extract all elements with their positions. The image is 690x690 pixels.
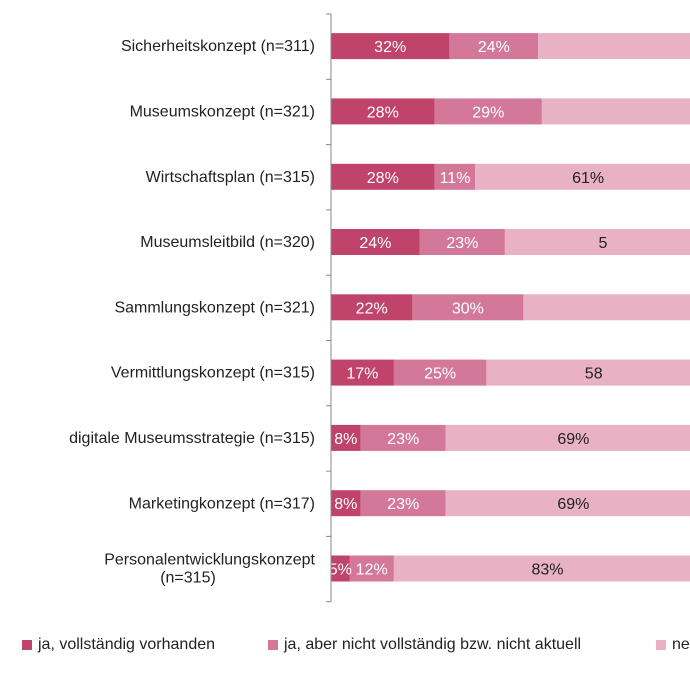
bar-segment-series-3 (486, 359, 690, 386)
legend-swatch-partial (268, 640, 278, 650)
category-label: Museumskonzept (n=321) (130, 103, 315, 120)
legend-item-full: ja, vollständig vorhanden (22, 630, 215, 660)
data-label: 58 (585, 366, 603, 383)
bar-value-labels: 32% 24% 28% 29% 28% 11% 61% 24% 23% 5 22% 30% 17% 25%… (329, 39, 608, 578)
legend-label-no: ne (672, 636, 690, 653)
bar-segment-series-2 (434, 163, 476, 190)
data-label: 5 (599, 235, 608, 252)
category-label: digitale Museumsstrategie (n=315) (69, 430, 315, 447)
data-label: 24% (359, 235, 391, 252)
bars (331, 33, 690, 582)
bar-segment-series-2 (360, 424, 446, 451)
bar-segment-series-1 (331, 229, 420, 255)
bar-segment-series-3 (538, 33, 690, 60)
bar-segment-series-1 (331, 33, 450, 60)
data-label: 8% (334, 431, 357, 448)
bar-segment-series-3 (445, 424, 690, 451)
data-label: 11% (440, 170, 471, 187)
category-labels: Sicherheitskonzept (n=311) Museumskonzept… (69, 38, 315, 586)
bar-segment-series-2 (449, 33, 539, 60)
bar-segment-series-2 (434, 98, 542, 125)
bar-segment-series-1 (331, 294, 413, 321)
bar-segment-series-1 (331, 555, 350, 582)
data-label: 25% (424, 366, 456, 383)
legend-item-no: ne (656, 630, 690, 660)
bar-segment-series-3 (523, 294, 690, 321)
legend-item-partial: ja, aber nicht vollständig bzw. nicht ak… (268, 630, 581, 660)
category-label: Sammlungskonzept (n=321) (114, 299, 315, 316)
bar-segment-series-2 (349, 555, 394, 582)
bar-segment-series-3 (475, 163, 690, 190)
legend-swatch-full (22, 640, 32, 650)
bar-segment-series-2 (393, 359, 487, 386)
data-label: 8% (334, 496, 357, 513)
bar-segment-series-1 (331, 490, 361, 517)
legend-swatch-no (656, 640, 666, 650)
bar-segment-series-3 (445, 490, 690, 517)
data-label: 28% (367, 104, 399, 121)
bar-segment-series-2 (419, 229, 505, 255)
data-label: 32% (374, 39, 406, 56)
category-label: Marketingkonzept (n=317) (129, 495, 315, 512)
bar-segment-series-2 (360, 490, 446, 517)
data-label: 5% (329, 562, 352, 579)
bar-segment-series-3 (541, 98, 690, 125)
bar-segment-series-1 (331, 98, 435, 125)
legend-label-partial: ja, aber nicht vollständig bzw. nicht ak… (284, 636, 582, 653)
data-label: 69% (557, 496, 589, 513)
category-label: Sicherheitskonzept (n=311) (121, 38, 315, 55)
data-label: 23% (387, 431, 419, 448)
data-label: 61% (572, 170, 604, 187)
category-label: Personalentwicklungskonzept (104, 552, 315, 569)
data-label: 23% (446, 235, 478, 252)
bar-segment-series-3 (393, 555, 690, 582)
data-label: 12% (356, 562, 388, 579)
data-label: 23% (387, 496, 419, 513)
data-label: 28% (367, 170, 399, 187)
y-axis-ticks (326, 13, 331, 603)
category-label: Vermittlungskonzept (n=315) (111, 365, 315, 382)
legend: ja, vollständig vorhanden ja, aber nicht… (0, 630, 690, 660)
category-label: Museumsleitbild (n=320) (140, 234, 315, 251)
data-label: 17% (346, 366, 378, 383)
bar-segment-series-1 (331, 424, 361, 451)
legend-label-full: ja, vollständig vorhanden (38, 636, 216, 653)
bar-segment-series-1 (331, 359, 394, 386)
category-label: Wirtschaftsplan (n=315) (146, 169, 315, 186)
data-label: 30% (452, 300, 484, 317)
bar-segment-series-1 (331, 163, 435, 190)
category-label: (n=315) (160, 570, 216, 587)
bar-segment-series-2 (412, 294, 524, 321)
data-label: 29% (472, 104, 504, 121)
data-label: 69% (557, 431, 589, 448)
bar-segment-series-3 (504, 229, 690, 255)
data-label: 22% (356, 300, 388, 317)
data-label: 83% (531, 562, 563, 579)
data-label: 24% (478, 39, 510, 56)
